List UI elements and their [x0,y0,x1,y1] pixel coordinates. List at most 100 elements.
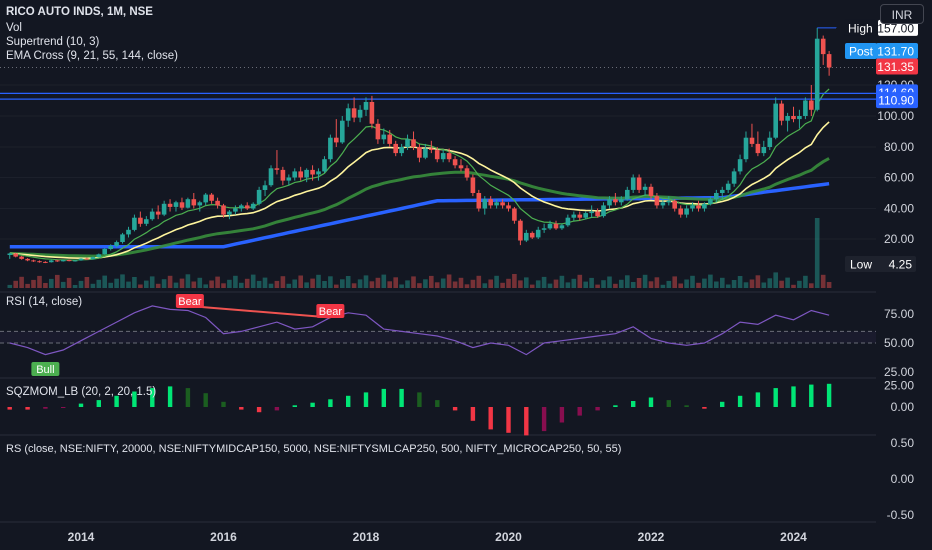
low-tag-bg [845,256,916,272]
volume-bar-83 [500,282,505,288]
candle-body-28 [173,202,179,207]
volume-bar-75 [452,281,458,288]
candle-body-121 [725,183,731,190]
sqz-bar-37 [666,400,671,407]
candle-body-65 [393,143,398,154]
candle-body-27 [167,203,173,207]
legend-vol[interactable]: Vol [6,22,22,34]
candle-body-66 [399,147,404,154]
sqz-bar-22 [399,388,404,407]
candle-body-92 [553,223,559,229]
volume-bar-41 [250,274,256,288]
candle-body-119 [714,193,719,200]
sqz-bar-15 [274,407,280,411]
candle-body-100 [601,205,606,217]
volume-bar-31 [191,281,197,288]
volume-bar-1 [13,280,18,288]
volume-bar-109 [654,277,660,288]
price-axis-label-3: 80.00 [884,140,914,154]
volume-bar-138 [826,282,832,288]
sqz-bar-10 [185,388,191,407]
candle-body-79 [476,193,482,209]
candle-body-75 [452,159,458,166]
sqz-bar-8 [150,388,155,407]
volume-bar-74 [446,274,452,288]
volume-bar-28 [173,282,179,288]
candle-body-80 [482,199,488,209]
volume-bar-20 [126,281,131,288]
volume-bar-59 [357,279,363,288]
rsi-divergence-line [187,304,331,319]
candle-body-131 [785,116,790,121]
sqz-bar-45 [809,384,814,407]
candle-body-23 [144,219,149,224]
candle-body-95 [571,214,577,218]
sqz-bar-23 [417,392,422,407]
post-value-tag-bg [876,43,918,59]
candle-body-108 [648,186,654,197]
candle-body-117 [702,203,707,209]
volume-bar-16 [102,275,107,288]
volume-bar-90 [541,276,547,288]
volume-bar-107 [642,274,648,288]
volume-bar-30 [185,274,191,288]
candle-body-2 [19,256,24,259]
candle-body-8 [55,260,60,262]
sqz-bar-29 [524,407,529,436]
currency-button[interactable]: INR [880,4,924,24]
sqz-bar-25 [452,407,458,411]
sqz-bar-46 [826,383,832,407]
candle-body-137 [820,38,826,55]
candle-body-34 [209,194,214,201]
candle-body-22 [138,217,143,224]
last-price-tag-bg [876,58,918,75]
candle-body-134 [803,100,808,116]
rs-axis-label-0: 0.50 [891,436,915,450]
volume-bar-27 [167,275,173,288]
legend-rsi[interactable]: RSI (14, close) [6,296,83,308]
volume-bar-68 [411,276,416,288]
volume-bar-45 [274,280,280,288]
candle-body-3 [25,258,30,261]
legend-rs[interactable]: RS (close, NSE:NIFTY, 20000, NSE:NIFTYMI… [6,443,622,455]
legend-supertrend[interactable]: Supertrend (10, 3) [6,36,100,48]
candle-body-76 [458,165,464,169]
volume-bar-51 [310,278,315,288]
volume-bar-97 [583,281,588,288]
candle-body-30 [185,199,191,208]
sqz-bar-13 [239,407,244,410]
volume-bar-113 [678,283,683,288]
candle-body-81 [488,199,493,206]
volume-bar-132 [791,284,796,288]
rsi-axis-label-0: 25.00 [884,365,914,379]
sqz-bar-16 [292,405,297,407]
volume-bar-72 [434,282,440,288]
ema-144-line [9,181,830,249]
volume-bar-24 [149,276,155,288]
volume-bar-6 [43,283,48,288]
candle-body-106 [636,177,642,190]
candle-body-109 [654,196,660,206]
candle-body-0 [7,253,13,255]
sqz-bar-6 [114,395,119,407]
sqz-bar-43 [773,388,778,407]
volume-bar-26 [161,279,167,288]
volume-bar-91 [547,283,553,288]
legend-ema-cross[interactable]: EMA Cross (9, 21, 55, 144, close) [6,50,178,62]
candle-body-62 [375,123,381,140]
candle-body-68 [411,139,416,148]
candle-body-46 [280,169,286,181]
volume-bar-121 [725,284,731,288]
candle-body-41 [250,203,256,209]
volume-bar-137 [820,274,826,288]
rsi-line [9,305,830,356]
volume-bar-94 [565,282,571,288]
hline-tag-2: 110.90 [878,94,914,108]
legend-sqzmom[interactable]: SQZMOM_LB (20, 2, 20, 1.5) [6,386,157,398]
candle-body-83 [500,202,505,206]
candle-body-47 [286,177,292,181]
candle-body-72 [434,150,440,160]
volume-bar-128 [767,278,773,288]
candle-body-136 [814,38,820,110]
